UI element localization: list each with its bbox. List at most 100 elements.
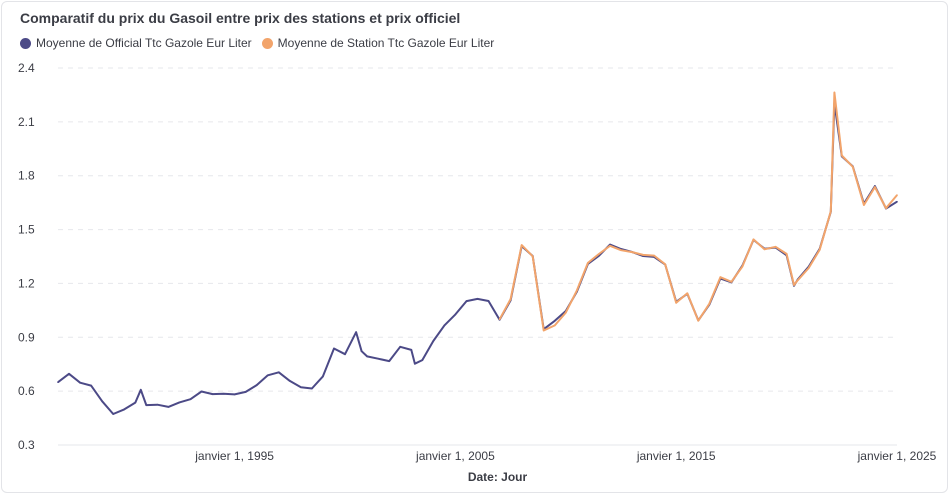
legend-label-station: Moyenne de Station Ttc Gazole Eur Liter <box>277 36 495 50</box>
point-official <box>454 313 457 316</box>
point-official <box>399 346 402 348</box>
y-tick-label: 2.1 <box>18 115 35 129</box>
point-station <box>741 265 744 268</box>
point-official <box>487 300 490 302</box>
point-station <box>863 204 865 206</box>
point-station <box>793 284 795 286</box>
y-tick-label: 2.4 <box>18 61 35 75</box>
legend-label-official: Moyenne de Official Ttc Gazole Eur Liter <box>36 36 252 50</box>
point-official <box>112 413 114 415</box>
point-official <box>233 393 236 396</box>
point-station <box>708 303 711 305</box>
y-tick-label: 0.6 <box>18 384 35 398</box>
point-official <box>410 349 413 351</box>
y-tick-label: 1.5 <box>18 223 35 237</box>
point-station <box>598 253 600 255</box>
point-station <box>498 318 501 321</box>
point-station <box>830 210 832 213</box>
point-official <box>388 360 391 362</box>
point-official <box>244 391 247 393</box>
point-station <box>620 249 622 251</box>
chart-title: Comparatif du prix du Gasoil entre prix … <box>20 10 461 26</box>
legend-swatch-station <box>261 37 273 49</box>
point-station <box>833 91 836 94</box>
chart-legend: Moyenne de Official Ttc Gazole Eur Liter… <box>20 36 494 50</box>
point-official <box>476 298 479 300</box>
point-official <box>57 381 59 384</box>
point-station <box>785 253 788 255</box>
point-station <box>609 245 611 247</box>
point-official <box>222 392 225 395</box>
point-station <box>841 154 843 157</box>
point-station <box>631 251 633 253</box>
point-official <box>140 389 142 391</box>
point-official <box>211 393 214 395</box>
point-official <box>79 381 81 384</box>
point-station <box>542 329 545 332</box>
point-station <box>818 248 821 251</box>
point-official <box>90 384 92 387</box>
point-station <box>576 289 578 292</box>
legend-item-official[interactable]: Moyenne de Official Ttc Gazole Eur Liter <box>20 36 252 50</box>
y-tick-label: 1.8 <box>18 169 35 183</box>
point-official <box>68 373 70 375</box>
point-official <box>554 320 556 322</box>
point-station <box>565 311 567 314</box>
point-station <box>730 281 733 283</box>
point-station <box>774 246 777 248</box>
point-official <box>145 404 148 406</box>
point-official <box>267 374 269 377</box>
point-station <box>752 238 755 241</box>
point-official <box>333 347 335 350</box>
y-tick-label: 0.3 <box>18 438 35 452</box>
series-line-official <box>57 101 898 415</box>
point-station <box>531 255 534 258</box>
point-official <box>311 387 313 390</box>
point-station <box>554 324 556 327</box>
point-official <box>123 408 125 411</box>
legend-swatch-official <box>20 37 31 49</box>
point-official <box>134 401 137 404</box>
point-official <box>167 406 170 408</box>
point-official <box>289 380 291 382</box>
x-tick-label: janvier 1, 1995 <box>194 449 274 463</box>
point-official <box>322 375 324 378</box>
x-axis-title: Date: Jour <box>468 470 528 484</box>
point-station <box>796 279 799 282</box>
point-official <box>200 390 203 393</box>
point-official <box>255 384 258 386</box>
x-tick-label: janvier 1, 2025 <box>857 449 937 463</box>
point-official <box>101 400 103 403</box>
legend-item-station[interactable]: Moyenne de Station Ttc Gazole Eur Liter <box>261 36 495 50</box>
point-official <box>156 403 159 406</box>
point-station <box>686 292 689 295</box>
y-tick-label: 0.9 <box>18 330 35 344</box>
x-tick-label: janvier 1, 2005 <box>415 449 495 463</box>
point-station <box>885 207 887 209</box>
point-station <box>675 302 677 304</box>
point-station <box>664 263 666 266</box>
point-official <box>178 401 181 404</box>
point-station <box>642 254 644 256</box>
point-official <box>189 398 192 401</box>
point-station <box>587 262 589 264</box>
point-station <box>896 194 898 196</box>
point-official <box>414 362 416 365</box>
point-official <box>355 331 357 334</box>
point-official <box>344 353 346 356</box>
point-official <box>432 340 435 342</box>
point-official <box>360 350 363 353</box>
point-official <box>465 300 468 302</box>
point-station <box>697 319 700 322</box>
point-official <box>278 371 280 374</box>
y-tick-label: 1.2 <box>18 276 35 290</box>
point-official <box>421 359 424 361</box>
point-station <box>719 276 722 279</box>
point-official <box>377 357 379 360</box>
x-tick-label: janvier 1, 2015 <box>636 449 716 463</box>
point-station <box>874 186 876 188</box>
point-station <box>653 254 655 257</box>
point-official <box>896 200 898 203</box>
